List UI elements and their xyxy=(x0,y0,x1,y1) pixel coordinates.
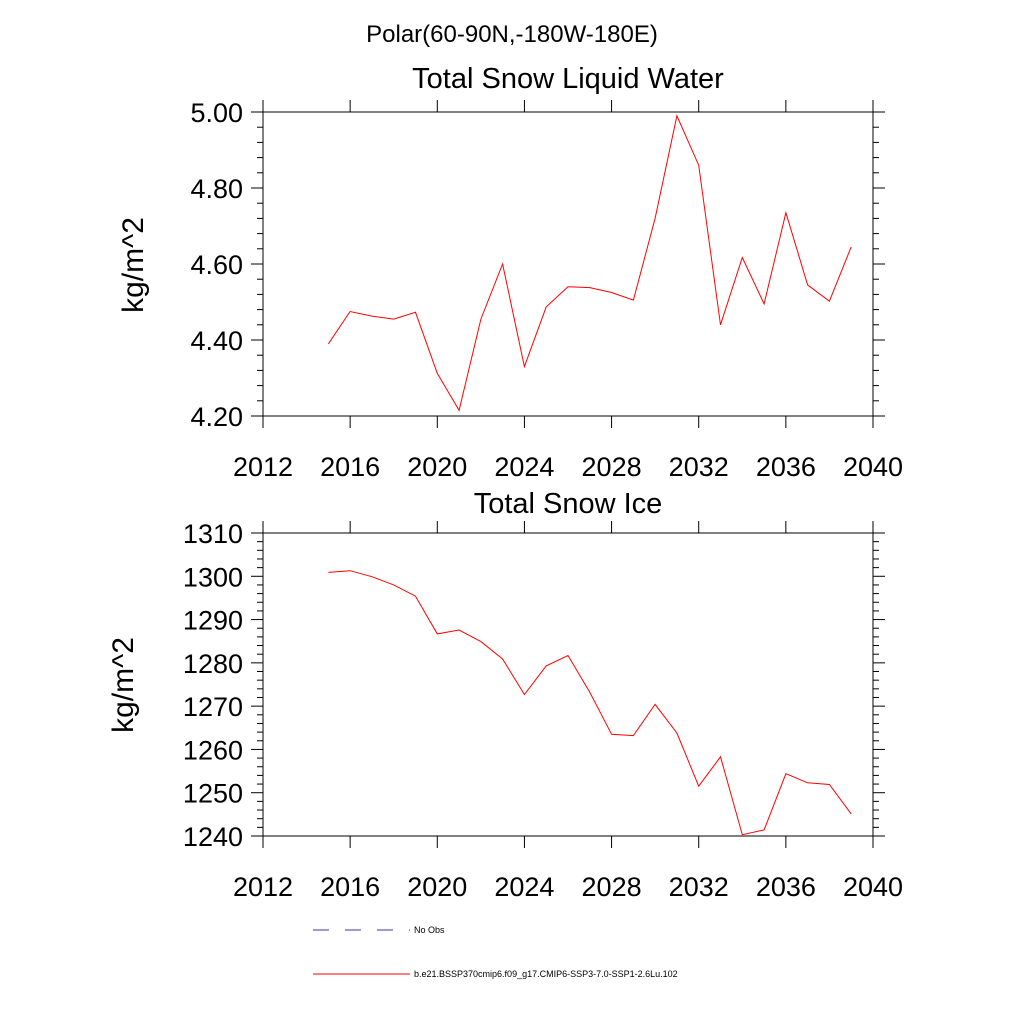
x-tick-label: 2028 xyxy=(582,872,642,902)
y-tick-label: 1290 xyxy=(183,606,243,636)
y-tick-label: 5.00 xyxy=(190,98,243,128)
y-axis-label: kg/m^2 xyxy=(107,637,140,733)
x-tick-label: 2020 xyxy=(407,452,467,482)
x-tick-label: 2032 xyxy=(669,872,729,902)
y-tick-label: 1280 xyxy=(183,649,243,679)
y-tick-label: 1250 xyxy=(183,779,243,809)
y-tick-label: 1310 xyxy=(183,519,243,549)
y-tick-label: 4.20 xyxy=(190,402,243,432)
y-tick-label: 4.80 xyxy=(190,174,243,204)
x-tick-label: 2028 xyxy=(582,452,642,482)
y-tick-label: 1300 xyxy=(183,562,243,592)
x-tick-label: 2040 xyxy=(843,452,903,482)
x-tick-label: 2012 xyxy=(233,872,293,902)
legend-label-model-run: b.e21.BSSP370cmip6.f09_g17.CMIP6-SSP3-7.… xyxy=(414,969,678,979)
x-tick-label: 2016 xyxy=(320,452,380,482)
x-tick-label: 2036 xyxy=(756,872,816,902)
x-tick-label: 2020 xyxy=(407,872,467,902)
figure-suptitle: Polar(60-90N,-180W-180E) xyxy=(366,21,658,48)
y-tick-label: 1260 xyxy=(183,735,243,765)
legend-label-no-obs: No Obs xyxy=(414,925,445,935)
y-tick-label: 4.40 xyxy=(190,326,243,356)
legend: No Obs b.e21.BSSP370cmip6.f09_g17.CMIP6-… xyxy=(313,925,678,979)
y-axis-label: kg/m^2 xyxy=(117,217,150,313)
panel-total-snow-ice: Total Snow Ice kg/m^2 2012 2016 2020 2024 20… xyxy=(107,488,903,902)
y-tick-label: 1270 xyxy=(183,692,243,722)
panel-total-snow-liquid-water: Total Snow Liquid Water kg/m^2 2012 2016 2… xyxy=(117,63,903,482)
plot-frame xyxy=(262,532,874,837)
x-tick-label: 2032 xyxy=(669,452,729,482)
panel-title: Total Snow Liquid Water xyxy=(412,63,724,95)
x-tick-label: 2012 xyxy=(233,452,293,482)
x-tick-label: 2016 xyxy=(320,872,380,902)
x-tick-label: 2036 xyxy=(756,452,816,482)
y-tick-label: 1240 xyxy=(183,822,243,852)
x-tick-label: 2024 xyxy=(494,452,554,482)
series-line xyxy=(327,114,852,412)
x-tick-label: 2024 xyxy=(494,872,554,902)
x-tick-label: 2040 xyxy=(843,872,903,902)
plot-frame xyxy=(262,111,874,417)
panel-title: Total Snow Ice xyxy=(474,488,663,520)
y-tick-label: 4.60 xyxy=(190,250,243,280)
series-line xyxy=(328,570,852,836)
